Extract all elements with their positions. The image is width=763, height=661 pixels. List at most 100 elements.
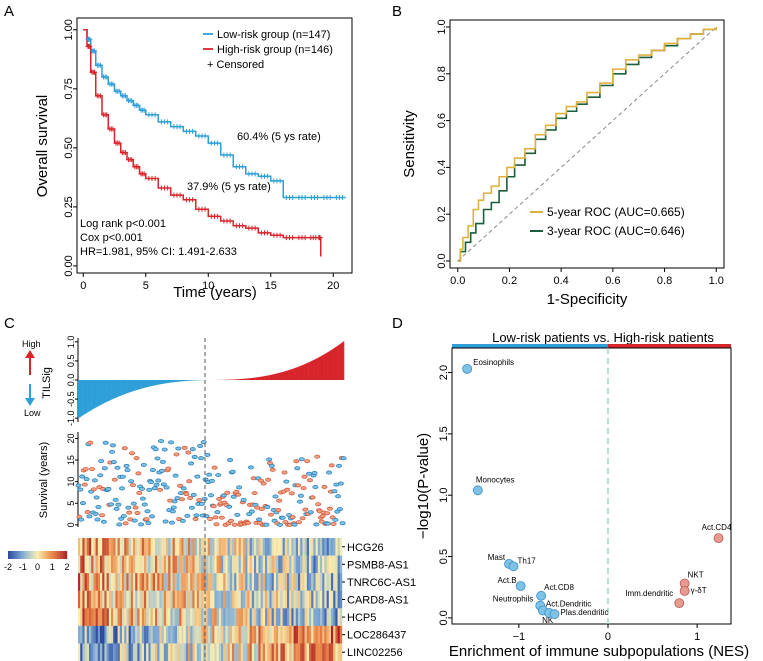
risk-score-bar	[341, 342, 343, 380]
color-scale-segment	[37, 551, 40, 559]
survival-point-alive	[171, 499, 178, 504]
heatmap-cell	[139, 573, 142, 591]
heatmap-cell	[324, 555, 327, 574]
risk-score-bar	[130, 380, 132, 392]
heatmap-cell	[170, 555, 173, 574]
heatmap-cell	[86, 590, 90, 609]
heatmap-cell	[258, 590, 261, 609]
survival-point-alive	[207, 493, 214, 498]
heatmap-cell	[271, 625, 274, 644]
survival-point-dead	[321, 484, 328, 489]
heatmap-cell	[309, 538, 312, 556]
heatmap-cell	[232, 608, 235, 627]
heatmap-cell	[82, 625, 85, 644]
heatmap-cell	[324, 573, 327, 591]
survival-point-alive	[307, 510, 314, 515]
heatmap-cell	[271, 608, 274, 627]
risk-score-bar	[89, 380, 92, 411]
heatmap-gene-label: LINC02256	[347, 647, 403, 659]
heatmap-cell	[295, 538, 299, 556]
heatmap-cell	[201, 538, 204, 556]
risk-score-bar	[268, 375, 270, 380]
km-censor-mark	[190, 197, 196, 203]
risk-score-bar	[92, 380, 94, 410]
roc-x-tick-label: 0.2	[502, 275, 517, 287]
heatmap-cell	[190, 573, 193, 591]
heatmap-cell	[326, 573, 329, 591]
immune-enrichment-panel: D Low-risk patients vs. High-risk patien…	[392, 315, 749, 660]
heatmap-cell	[113, 643, 116, 661]
heatmap-cell	[320, 573, 323, 591]
survival-point-dead	[309, 495, 316, 500]
risk-score-bar	[299, 366, 301, 380]
heatmap-cell	[159, 590, 162, 609]
risk-score-bar	[291, 369, 293, 380]
risk-score-bar	[272, 374, 274, 380]
risk-score-bar	[94, 380, 96, 409]
heatmap-gene-label: TNRC6C-AS1	[347, 577, 416, 589]
risk-score-bar	[135, 380, 137, 391]
heatmap-cell	[126, 573, 129, 591]
heatmap-cell	[227, 608, 230, 627]
heatmap-cell	[331, 625, 334, 644]
heatmap-cell	[322, 555, 325, 574]
risk-score-bar	[102, 380, 104, 404]
heatmap-cell	[102, 608, 105, 627]
risk-score-bar	[109, 380, 111, 401]
heatmap-cell	[324, 590, 327, 609]
heatmap-cell	[295, 625, 299, 644]
heatmap-cell	[194, 538, 197, 556]
survival-point-alive	[236, 485, 243, 490]
heatmap-cell	[265, 625, 268, 644]
heatmap-cell	[324, 608, 327, 627]
risk-score-bar	[117, 380, 119, 397]
risk-score-bar	[105, 380, 107, 403]
heatmap-cell	[170, 625, 173, 644]
heatmap-cell	[328, 573, 332, 591]
heatmap-cell	[258, 538, 261, 556]
heatmap-cell	[80, 625, 83, 644]
heatmap-cell	[207, 573, 211, 591]
km-censor-mark	[227, 218, 233, 224]
heatmap-cell	[108, 555, 112, 574]
km-y-tick-label: 0.25	[63, 196, 75, 217]
heatmap-cell	[194, 590, 197, 609]
risk-score-bar	[327, 351, 329, 380]
survival-point-alive	[130, 501, 137, 506]
survival-point-alive	[325, 521, 332, 526]
roc-y-ticks: 0.00.20.40.60.81.0	[436, 19, 450, 269]
heatmap-cell	[216, 625, 219, 644]
risk-score-bar	[168, 380, 170, 383]
heatmap-cell	[229, 555, 233, 574]
heatmap-cell	[249, 608, 252, 627]
heatmap-cell	[205, 608, 208, 627]
survival-point-alive	[268, 463, 275, 468]
heatmap-cell	[335, 555, 338, 574]
heatmap-cell	[339, 555, 343, 574]
heatmap-cell	[166, 625, 169, 644]
heatmap-cell	[280, 573, 283, 591]
survival-point-alive	[95, 504, 102, 509]
heatmap-cell	[298, 538, 301, 556]
heatmap-cell	[320, 643, 323, 661]
heatmap-cell	[284, 608, 288, 627]
km-censor-mark	[92, 48, 97, 54]
color-scale-segment	[62, 551, 65, 559]
heatmap-cell	[89, 573, 92, 591]
km-censor-mark	[152, 112, 158, 118]
heatmap-cell	[133, 643, 136, 661]
risk-score-bar	[277, 373, 279, 380]
survival-point-alive	[105, 486, 112, 491]
heatmap-cell	[311, 590, 314, 609]
heatmap-cell	[245, 625, 248, 644]
heatmap-cell	[328, 555, 332, 574]
heatmap-cell	[86, 538, 90, 556]
heatmap-cell	[234, 625, 237, 644]
heatmap-cell	[84, 590, 87, 609]
heatmap-cell	[247, 538, 250, 556]
survival-point-dead	[324, 511, 331, 516]
risk-score-bar	[234, 379, 236, 380]
heatmap-cell	[291, 538, 294, 556]
heatmap-cell	[157, 590, 160, 609]
heatmap-cell	[115, 608, 118, 627]
